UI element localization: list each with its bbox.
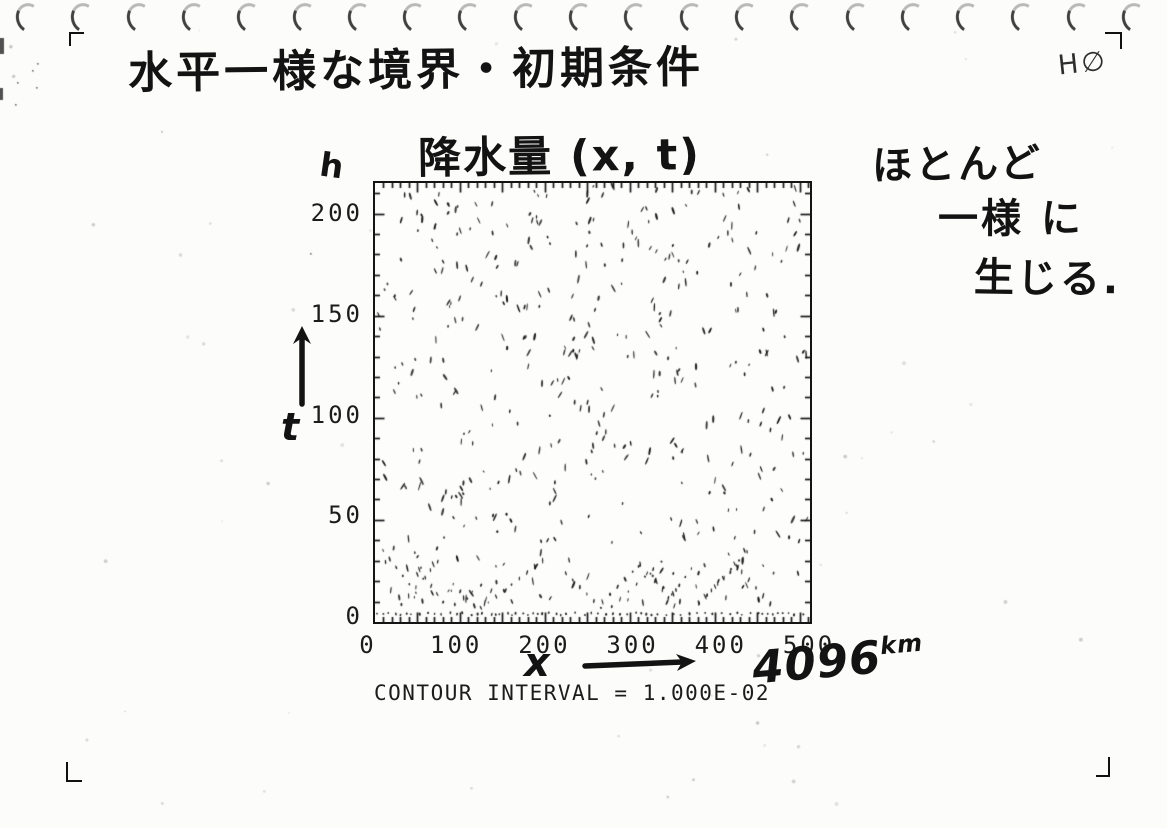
binding-hole-icon (12, 0, 46, 37)
x-tick-label: 300 (606, 631, 659, 659)
plot-frame (373, 181, 812, 624)
binding-hole-icon (454, 0, 489, 37)
x-tick-label: 500 (782, 631, 836, 659)
binding-hole-icon (288, 0, 323, 37)
x-extent-value: 4096 (750, 630, 884, 695)
side-note-line: 一様 に (938, 196, 1084, 242)
contour-interval-caption: CONTOUR INTERVAL = 1.000E-02 (374, 681, 771, 705)
page-number-mark: H∅ (1056, 45, 1110, 82)
binding-hole-icon (399, 0, 433, 37)
binding-hole-icon (122, 0, 157, 37)
x-tick-label: 100 (430, 631, 483, 659)
binding-hole-icon (344, 0, 378, 37)
binding-hole-icon (731, 0, 765, 37)
binding-hole-icon (1118, 0, 1152, 37)
y-tick-label: 50 (328, 501, 363, 530)
chart-title: 降水量 (x, t) (417, 130, 702, 184)
y-tick-label: 100 (310, 400, 363, 429)
x-tick-label: 200 (518, 631, 571, 659)
binding-hole-icon (841, 0, 876, 37)
x-extent-unit: km (878, 628, 925, 661)
binding-hole-icon (178, 0, 212, 37)
x-tick-label: 0 (359, 631, 377, 659)
corner-mark-bottom-right (1096, 757, 1110, 777)
side-note-line: ほとんど (871, 140, 1044, 190)
y-axis-label: t (281, 405, 300, 449)
corner-mark-top-left (69, 32, 84, 46)
y-tick-label: 150 (310, 299, 363, 328)
x-axis-right-arrow-icon (582, 654, 696, 671)
binding-hole-icon (1007, 0, 1042, 37)
x-tick-label: 400 (694, 631, 747, 659)
plot-canvas (375, 183, 810, 622)
y-tick-label: 200 (310, 199, 363, 227)
page-title: 水平一様な境界・初期条件 (127, 41, 705, 100)
binding-hole-icon (233, 0, 267, 37)
binding-hole-icon (565, 0, 599, 37)
corner-mark-bottom-left (66, 762, 82, 782)
binding-hole-icon (786, 0, 820, 37)
binding-hole-icon (952, 0, 986, 37)
t-axis-up-arrow-icon (293, 326, 311, 407)
y-tick-label: 0 (345, 602, 363, 630)
binding-hole-icon (67, 0, 101, 37)
binding-hole-icon (510, 0, 544, 37)
binding-hole-icon (1063, 0, 1097, 37)
side-note-line: 生じる. (973, 254, 1122, 304)
binding-holes (0, 0, 1167, 37)
binding-hole-icon (897, 0, 931, 37)
x-axis-label: x (524, 640, 550, 686)
corner-mark-top-right (1105, 32, 1122, 49)
